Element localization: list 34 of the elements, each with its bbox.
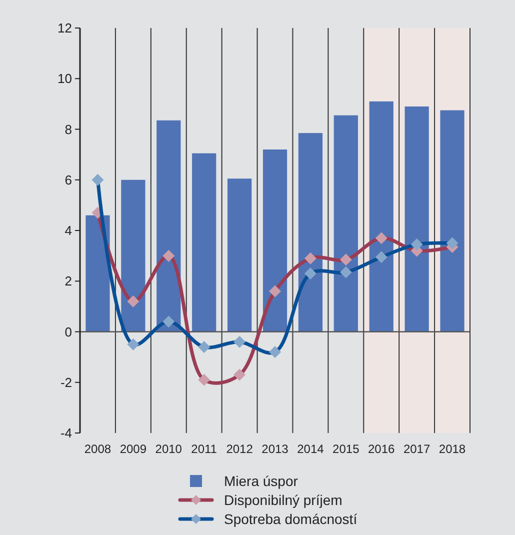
x-tick-label: 2018 <box>438 442 466 456</box>
bar <box>369 101 394 332</box>
bar <box>298 133 323 332</box>
bar <box>227 178 252 332</box>
legend-label: Spotreba domácností <box>224 510 358 527</box>
y-tick-label: -4 <box>60 426 72 441</box>
x-tick-label: 2009 <box>120 442 147 456</box>
x-tick-label: 2008 <box>84 442 112 456</box>
y-tick-label: 12 <box>58 20 72 36</box>
y-tick-label: 10 <box>58 71 72 86</box>
legend-label: Disponibilný príjem <box>224 492 342 508</box>
y-tick-label: 8 <box>64 122 72 137</box>
y-tick-label: -2 <box>60 374 72 390</box>
bar <box>156 120 181 332</box>
bar <box>192 153 216 332</box>
x-tick-label: 2011 <box>191 442 218 456</box>
bar <box>334 115 358 332</box>
x-tick-label: 2013 <box>262 442 289 456</box>
x-tick-label: 2012 <box>226 442 254 456</box>
y-tick-label: 0 <box>64 324 72 340</box>
x-tick-label: 2017 <box>403 442 430 456</box>
x-tick-label: 2010 <box>155 442 182 456</box>
x-tick-label: 2014 <box>297 442 324 456</box>
bar <box>262 150 288 332</box>
y-tick-label: 6 <box>64 172 72 188</box>
legend-label: Miera úspor <box>224 472 298 489</box>
y-tick-label: 2 <box>64 274 72 289</box>
y-tick-label: 4 <box>64 223 72 238</box>
bar <box>86 215 110 332</box>
x-tick-label: 2015 <box>332 442 360 456</box>
bar <box>440 110 464 332</box>
x-tick-label: 2016 <box>368 442 396 456</box>
bar <box>404 106 429 332</box>
bar <box>121 180 146 332</box>
